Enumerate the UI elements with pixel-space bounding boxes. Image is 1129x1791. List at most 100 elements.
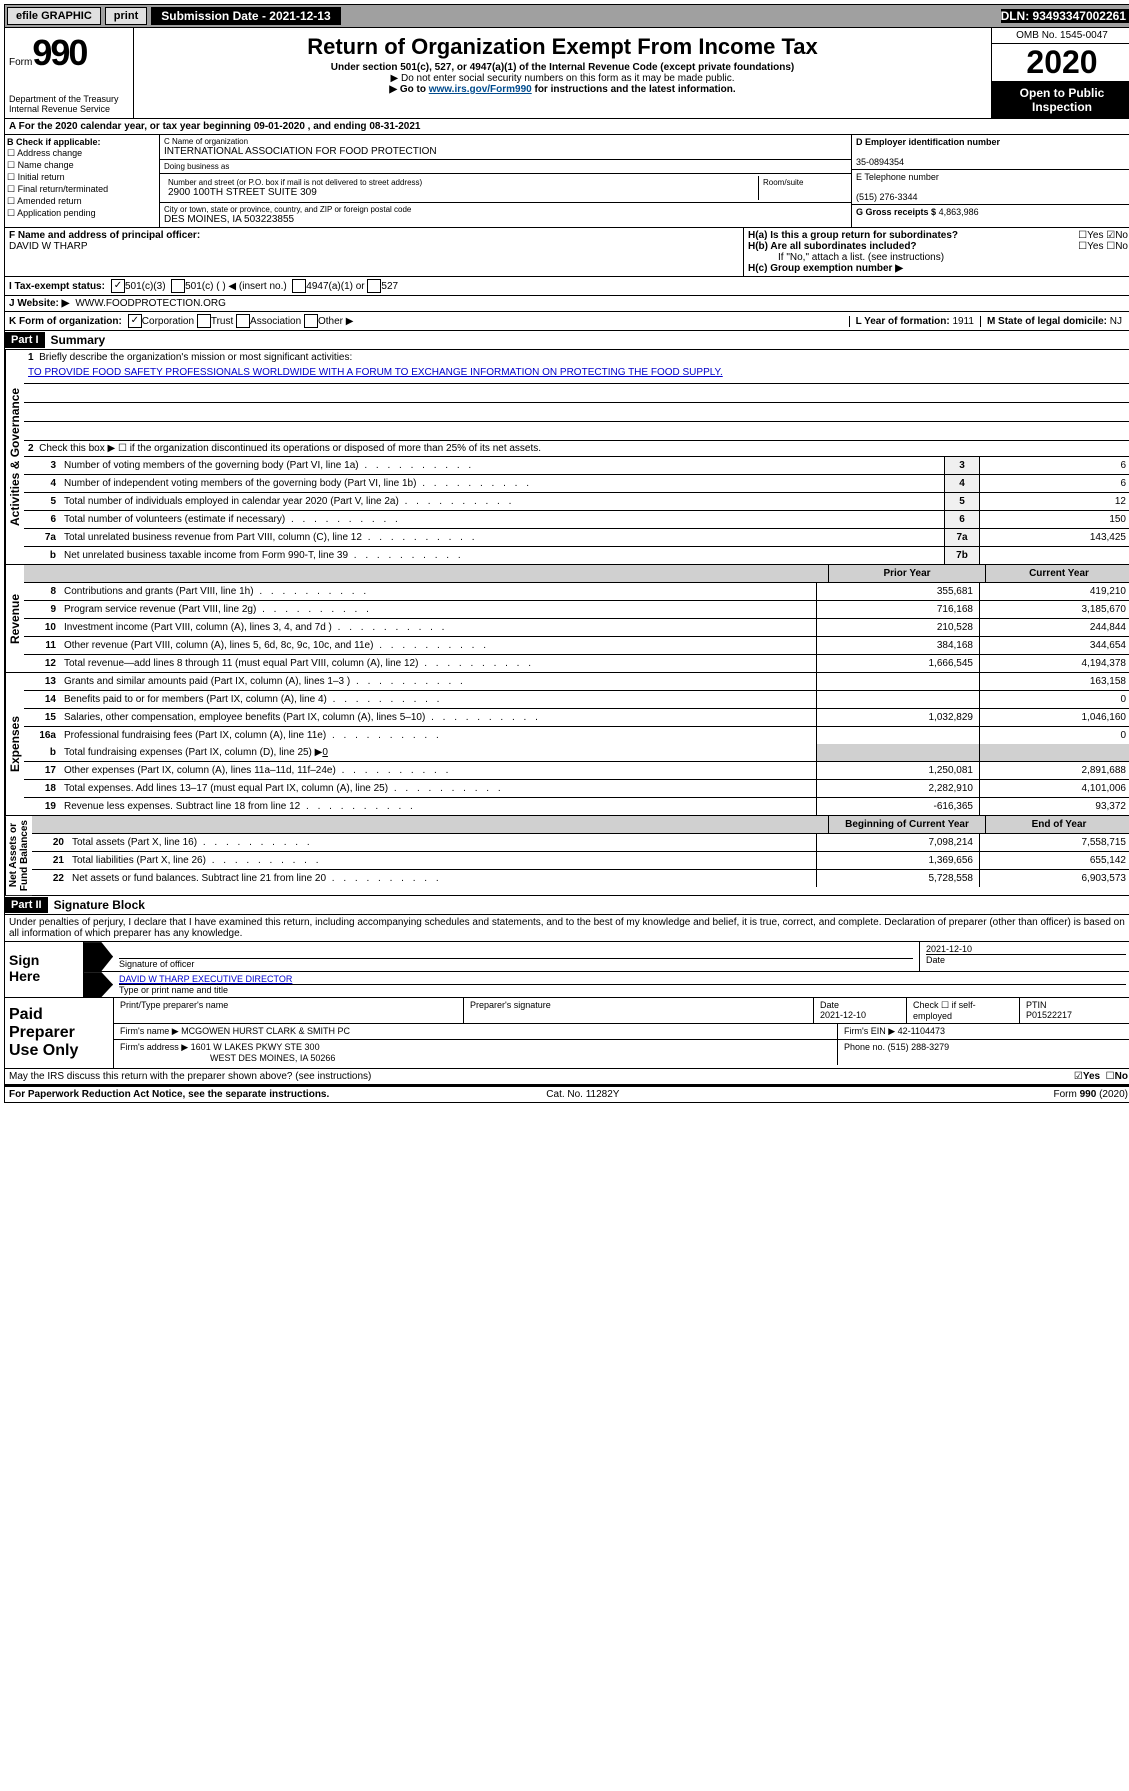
chk-address[interactable]: ☐ Address change [7,148,157,159]
omb-no: OMB No. 1545-0047 [992,28,1129,44]
name-label: Type or print name and title [119,984,1126,995]
row-a-period: A For the 2020 calendar year, or tax yea… [4,119,1129,135]
line-21: 21 Total liabilities (Part X, line 26) 1… [32,852,1129,870]
year-formation: L Year of formation: 1911 [849,316,980,327]
chk-501c[interactable] [171,279,185,293]
chk-4947[interactable] [292,279,306,293]
line-22: 22 Net assets or fund balances. Subtract… [32,870,1129,887]
form-header: Form990 Department of the Treasury Inter… [4,28,1129,119]
line-12: 12 Total revenue—add lines 8 through 11 … [24,655,1129,672]
irs-link[interactable]: www.irs.gov/Form990 [429,84,532,95]
submission-date: Submission Date - 2021-12-13 [151,7,340,25]
form-note1: ▶ Do not enter social security numbers o… [144,73,981,84]
sign-here-section: Sign Here Signature of officer 2021-12-1… [4,942,1129,998]
netassets-section: Net Assets or Fund Balances Beginning of… [4,816,1129,896]
perjury-statement: Under penalties of perjury, I declare th… [4,915,1129,942]
chk-501c3[interactable]: ✓ [111,279,125,293]
discuss-row: May the IRS discuss this return with the… [4,1069,1129,1085]
mission-blank2 [24,403,1129,422]
sign-date: 2021-12-10 [926,944,1126,954]
firm-phone: Phone no. (515) 288-3279 [838,1040,1129,1065]
mission-blank3 [24,422,1129,441]
line-19: 19 Revenue less expenses. Subtract line … [24,798,1129,815]
expenses-vlabel: Expenses [5,673,24,815]
netassets-vlabel: Net Assets or Fund Balances [5,816,32,895]
chk-other[interactable] [304,314,318,328]
gov-line-7a: 7a Total unrelated business revenue from… [24,529,1129,547]
chk-initial[interactable]: ☐ Initial return [7,172,157,183]
identity-block: B Check if applicable: ☐ Address change … [4,135,1129,228]
mission-blank1 [24,384,1129,403]
line-15: 15 Salaries, other compensation, employe… [24,709,1129,727]
date-label: Date [926,954,1126,965]
gov-line-5: 5 Total number of individuals employed i… [24,493,1129,511]
firm-name: Firm's name ▶ MCGOWEN HURST CLARK & SMIT… [114,1024,838,1039]
revenue-vlabel: Revenue [5,565,24,672]
form-subtitle: Under section 501(c), 527, or 4947(a)(1)… [144,62,981,73]
chk-trust[interactable] [197,314,211,328]
address-cell: Number and street (or P.O. box if mail i… [160,174,851,203]
gov-line-b: b Net unrelated business taxable income … [24,547,1129,564]
chk-amended[interactable]: ☐ Amended return [7,196,157,207]
chk-name[interactable]: ☐ Name change [7,160,157,171]
officer-name: DAVID W THARP EXECUTIVE DIRECTOR [119,974,1126,984]
principal-officer: DAVID W THARP [9,241,88,252]
line-9: 9 Program service revenue (Part VIII, li… [24,601,1129,619]
firm-ein: Firm's EIN ▶ 42-1104473 [838,1024,1129,1039]
line-17: 17 Other expenses (Part IX, column (A), … [24,762,1129,780]
revenue-section: Revenue Prior Year Current Year 8 Contri… [4,565,1129,673]
row-i-status: I Tax-exempt status: ✓ 501(c)(3) 501(c) … [4,277,1129,296]
netassets-header: Beginning of Current Year End of Year [32,816,1129,834]
form-note2: ▶ Go to www.irs.gov/Form990 for instruct… [144,84,981,95]
line-18: 18 Total expenses. Add lines 13–17 (must… [24,780,1129,798]
chk-527[interactable] [367,279,381,293]
row-f-h: F Name and address of principal officer:… [4,228,1129,277]
governance-section: Activities & Governance 1 Briefly descri… [4,350,1129,565]
topbar: efile GRAPHIC print Submission Date - 20… [4,4,1129,28]
prep-self-emp[interactable]: Check ☐ if self-employed [907,998,1020,1023]
gov-line-4: 4 Number of independent voting members o… [24,475,1129,493]
firm-address: Firm's address ▶ 1601 W LAKES PKWY STE 3… [114,1040,838,1065]
part-i-header: Part I Summary [4,331,1129,350]
efile-btn[interactable]: efile GRAPHIC [7,7,101,25]
row-j-website: J Website: ▶ WWW.FOODPROTECTION.ORG [4,296,1129,312]
phone-cell: E Telephone number (515) 276-3344 [852,170,1129,205]
gross-cell: G Gross receipts $ 4,863,986 [852,205,1129,219]
expenses-section: Expenses 13 Grants and similar amounts p… [4,673,1129,816]
sign-here-label: Sign Here [5,942,84,997]
open-public-badge: Open to Public Inspection [992,82,1129,118]
chk-corp[interactable]: ✓ [128,314,142,328]
gov-line-6: 6 Total number of volunteers (estimate i… [24,511,1129,529]
line-1: 1 Briefly describe the organization's mi… [24,350,1129,365]
dept-label: Department of the Treasury Internal Reve… [9,94,129,114]
chk-assoc[interactable] [236,314,250,328]
line-20: 20 Total assets (Part X, line 16) 7,098,… [32,834,1129,852]
paid-preparer-label: Paid Preparer Use Only [5,998,114,1068]
line-11: 11 Other revenue (Part VIII, column (A),… [24,637,1129,655]
state-domicile: M State of legal domicile: NJ [980,316,1128,327]
hb-question: H(b) Are all subordinates included? ☐Yes… [748,241,1128,252]
col-b-checkboxes: B Check if applicable: ☐ Address change … [5,135,160,227]
hc-question: H(c) Group exemption number ▶ [748,263,1128,274]
line-2: 2 Check this box ▶ ☐ if the organization… [24,441,1129,457]
city-cell: City or town, state or province, country… [160,203,851,227]
ha-question: H(a) Is this a group return for subordin… [748,230,1128,241]
chk-application[interactable]: ☐ Application pending [7,208,157,219]
governance-vlabel: Activities & Governance [5,350,24,564]
chk-final[interactable]: ☐ Final return/terminated [7,184,157,195]
line-8: 8 Contributions and grants (Part VIII, l… [24,583,1129,601]
print-btn[interactable]: print [105,7,147,25]
revenue-header: Prior Year Current Year [24,565,1129,583]
line-16b: b Total fundraising expenses (Part IX, c… [24,744,1129,762]
tax-year: 2020 [992,44,1129,82]
form-ref: Form 990 (2020) [1054,1089,1128,1100]
prep-ptin: PTINP01522217 [1020,998,1129,1023]
mission-text: TO PROVIDE FOOD SAFETY PROFESSIONALS WOR… [24,365,1129,384]
page-footer: For Paperwork Reduction Act Notice, see … [4,1085,1129,1103]
part-ii-header: Part II Signature Block [4,896,1129,915]
line-10: 10 Investment income (Part VIII, column … [24,619,1129,637]
row-k-form-org: K Form of organization: ✓ Corporation Tr… [4,312,1129,331]
paid-preparer-section: Paid Preparer Use Only Print/Type prepar… [4,998,1129,1069]
gov-line-3: 3 Number of voting members of the govern… [24,457,1129,475]
prep-date: Date2021-12-10 [814,998,907,1023]
